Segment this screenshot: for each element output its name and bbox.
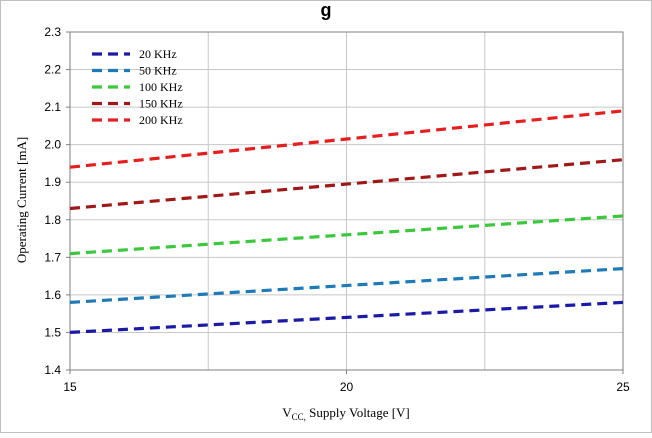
x-tick-label: 25 (616, 380, 630, 394)
legend-label: 200 KHz (139, 113, 183, 127)
x-axis-label-rest: Supply Voltage [V] (306, 405, 410, 420)
y-tick-label: 1.5 (44, 325, 61, 339)
series-line-50-khz (69, 267, 624, 304)
series-line-20-khz (69, 300, 624, 334)
y-tick-label: 1.4 (44, 363, 61, 377)
y-tick-label: 1.9 (44, 175, 61, 189)
series-lines (69, 109, 624, 334)
y-axis-label: Operating Current [mA] (14, 137, 29, 263)
x-axis-label-subscript: CC, (292, 412, 306, 422)
series-line-100-khz (69, 214, 624, 256)
x-tick-label: 20 (340, 380, 354, 394)
y-tick-label: 2.2 (44, 63, 61, 77)
x-axis-label: VCC, Supply Voltage [V] (282, 405, 410, 422)
legend: 20 KHz 50 KHz 100 KHz 150 KHz 200 KHz (92, 47, 183, 127)
legend-label: 50 KHz (139, 64, 177, 78)
series-line-200-khz (69, 109, 624, 169)
x-tick-label: 15 (63, 380, 77, 394)
y-tick-label: 2.0 (44, 138, 61, 152)
chart-title: g (321, 0, 332, 20)
axes: 1.4 1.5 1.6 1.7 1.8 1.9 2.0 2.1 2.2 2.3 15 20 25 (44, 25, 630, 394)
x-axis-label-prefix: V (282, 405, 292, 420)
y-tick-label: 1.6 (44, 288, 61, 302)
series-line-150-khz (69, 158, 624, 211)
y-tick-label: 2.1 (44, 100, 61, 114)
legend-label: 100 KHz (139, 80, 183, 94)
y-tick-label: 1.8 (44, 213, 61, 227)
y-tick-label: 2.3 (44, 25, 61, 39)
y-tick-label: 1.7 (44, 250, 61, 264)
legend-label: 20 KHz (139, 47, 177, 61)
legend-label: 150 KHz (139, 97, 183, 111)
